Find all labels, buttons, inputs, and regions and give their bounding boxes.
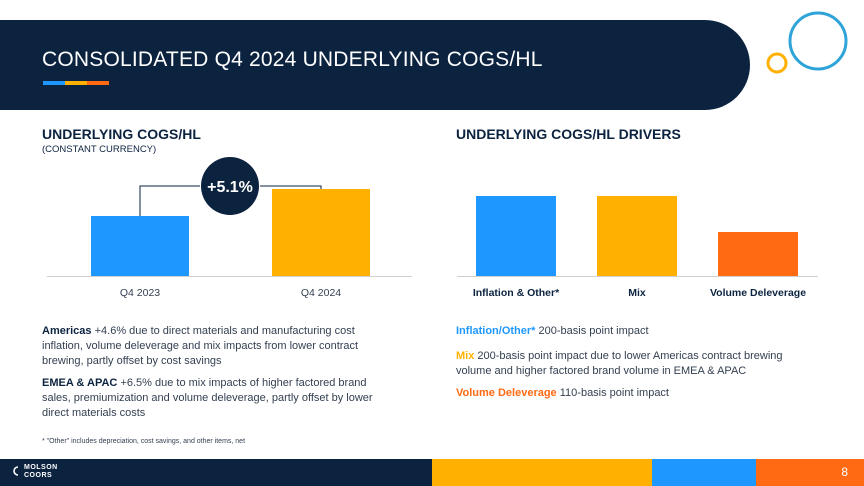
driver-bar-2 bbox=[718, 232, 798, 276]
small-circle-icon bbox=[766, 52, 788, 74]
accent-bar-gold bbox=[65, 81, 87, 85]
bar-q4-2023 bbox=[91, 216, 189, 276]
logo-line-1: MOLSON bbox=[24, 464, 58, 471]
logo-mark-icon bbox=[13, 466, 19, 476]
americas-paragraph: Americas +4.6% due to direct materials a… bbox=[42, 324, 387, 369]
bracket-left bbox=[139, 185, 200, 216]
accent-bar-blue bbox=[43, 81, 65, 85]
header-banner bbox=[0, 20, 750, 110]
driver-volume-label: Volume Deleverage bbox=[456, 387, 557, 399]
driver-mix-text: 200-basis point impact due to lower Amer… bbox=[456, 350, 783, 377]
left-section-title: UNDERLYING COGS/HL bbox=[42, 126, 201, 142]
driver-bar-1 bbox=[597, 196, 677, 276]
x-tick-label: Q4 2024 bbox=[301, 287, 341, 299]
cogs-hl-chart: Q4 2023 Q4 2024 +5.1% bbox=[47, 157, 412, 299]
driver-mix: Mix 200-basis point impact due to lower … bbox=[456, 349, 816, 379]
footer-orange bbox=[756, 459, 864, 486]
cogs-drivers-chart: Inflation & Other* Mix Volume Deleverage bbox=[457, 196, 818, 299]
footer-blue bbox=[652, 459, 756, 486]
driver-volume-text: 110-basis point impact bbox=[559, 387, 669, 399]
driver-mix-label: Mix bbox=[456, 350, 475, 362]
change-badge-label: +5.1% bbox=[207, 179, 253, 196]
logo-line-2: COORS bbox=[24, 472, 53, 479]
driver-volume: Volume Deleverage 110-basis point impact bbox=[456, 386, 816, 401]
page-title: CONSOLIDATED Q4 2024 UNDERLYING COGS/HL bbox=[42, 48, 543, 71]
molson-coors-logo: MOLSON COORS bbox=[10, 463, 70, 483]
footer-gold bbox=[432, 459, 652, 486]
driver-tick-label: Volume Deleverage bbox=[710, 287, 806, 299]
large-circle-icon bbox=[788, 11, 848, 71]
driver-tick-label: Mix bbox=[628, 287, 646, 299]
americas-label: Americas bbox=[42, 325, 92, 337]
driver-inflation: Inflation/Other* 200-basis point impact bbox=[456, 324, 816, 339]
footnote: * "Other" includes depreciation, cost sa… bbox=[42, 438, 246, 445]
logo-wordmark: MOLSON COORS bbox=[24, 464, 58, 480]
driver-bar-0 bbox=[476, 196, 556, 276]
driver-tick-label: Inflation & Other* bbox=[473, 287, 560, 299]
emea-text: +6.5% due to mix impacts of higher facto… bbox=[42, 377, 373, 419]
bar-q4-2024 bbox=[272, 189, 370, 276]
left-section-subtitle: (CONSTANT CURRENCY) bbox=[42, 144, 157, 155]
x-tick-label: Q4 2023 bbox=[120, 287, 160, 299]
emea-paragraph: EMEA & APAC +6.5% due to mix impacts of … bbox=[42, 376, 392, 421]
emea-label: EMEA & APAC bbox=[42, 377, 118, 389]
footer-navy bbox=[0, 459, 432, 486]
driver-inflation-text: 200-basis point impact bbox=[538, 325, 649, 337]
footer-bar bbox=[0, 459, 864, 486]
change-badge bbox=[201, 157, 259, 215]
driver-inflation-label: Inflation/Other* bbox=[456, 325, 536, 337]
decorative-circles-icon bbox=[766, 11, 848, 74]
right-section-title: UNDERLYING COGS/HL DRIVERS bbox=[456, 126, 681, 142]
americas-text: +4.6% due to direct materials and manufa… bbox=[42, 325, 359, 367]
accent-bar-orange bbox=[87, 81, 109, 85]
page-number: 8 bbox=[841, 465, 848, 479]
bracket-right bbox=[260, 185, 322, 189]
